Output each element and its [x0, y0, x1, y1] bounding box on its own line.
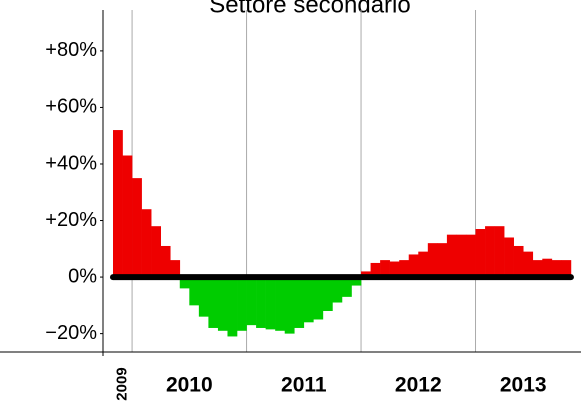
bar [532, 260, 543, 278]
y-tick-label: +40% [45, 152, 97, 174]
y-tick-label: +80% [45, 39, 97, 61]
bar [313, 277, 324, 320]
bar [303, 277, 314, 323]
bar [122, 155, 133, 278]
bar [513, 245, 524, 278]
x-group-label: 2009 [114, 367, 131, 400]
bar [561, 260, 572, 278]
bar [399, 260, 410, 278]
bar [151, 226, 161, 278]
bar [198, 277, 209, 317]
y-tick-label: −20% [45, 322, 97, 344]
x-group-label: 2012 [395, 374, 442, 397]
x-group-label: 2010 [166, 374, 213, 397]
bar [351, 277, 362, 286]
bar [160, 245, 171, 278]
bar [322, 277, 333, 312]
chart-title: Settore secondario [209, 0, 410, 18]
x-group-label: 2011 [281, 374, 327, 397]
bar [437, 243, 448, 278]
bar [408, 254, 419, 278]
bar [332, 277, 343, 303]
bar [427, 243, 438, 278]
bar [446, 234, 457, 278]
bar [380, 260, 390, 278]
bar [504, 237, 514, 278]
bar [284, 277, 295, 334]
bar [523, 251, 534, 278]
x-group-label: 2013 [500, 374, 547, 397]
bar [494, 226, 505, 278]
bar [256, 277, 266, 328]
bar [370, 262, 381, 278]
bar [389, 261, 400, 278]
bar [170, 260, 181, 278]
bar [418, 251, 429, 278]
y-tick-label: +60% [45, 96, 97, 118]
bar [179, 277, 190, 289]
bar [265, 277, 276, 330]
bar [141, 209, 152, 278]
bar [475, 229, 486, 278]
bar [246, 277, 257, 326]
bar [465, 234, 476, 278]
bar [227, 277, 238, 337]
bar [551, 260, 562, 278]
bar [217, 277, 228, 331]
bar [132, 178, 142, 278]
bar [208, 277, 219, 328]
bar [294, 277, 305, 328]
bar [485, 226, 495, 278]
bar [113, 130, 123, 278]
bar [275, 277, 286, 331]
bar [456, 234, 467, 278]
y-tick-label: +20% [45, 209, 97, 231]
bar [237, 277, 247, 331]
bar [189, 277, 200, 306]
bar [542, 258, 553, 278]
bar [341, 277, 352, 297]
y-tick-label: 0% [68, 265, 97, 287]
